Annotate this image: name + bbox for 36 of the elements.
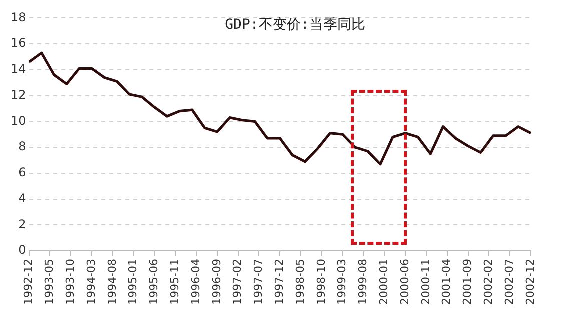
y-tick-label: 10: [10, 114, 26, 128]
x-tick-label: 2002-12: [524, 259, 537, 306]
y-tick-label: 16: [10, 36, 26, 50]
chart-title: GDP:不变价:当季同比: [225, 16, 366, 33]
x-tick-label: 1994-08: [106, 259, 119, 306]
x-tick-label: 2002-02: [482, 259, 496, 306]
x-tick-label: 1995-06: [148, 259, 161, 306]
y-tick-label: 4: [18, 191, 26, 206]
x-tick-label: 1996-04: [189, 259, 202, 306]
x-tick-label: 2001-09: [461, 259, 474, 306]
x-tick-label: 1993-05: [43, 259, 56, 306]
x-tick-label: 1993-10: [64, 259, 77, 306]
y-tick-label: 8: [18, 140, 26, 154]
y-tick-label: 2: [18, 217, 26, 232]
y-tick-label: 0: [18, 243, 26, 258]
x-tick-label: 2001-04: [440, 259, 454, 306]
y-tick-label: 14: [10, 62, 26, 76]
x-tick-label: 1996-09: [210, 259, 224, 306]
x-tick-label: 1992-12: [22, 259, 36, 306]
x-tick-label: 1995-11: [168, 259, 182, 306]
x-tick-label: 1997-07: [252, 259, 266, 306]
x-tick-label: 1998-10: [314, 259, 328, 306]
x-tick-label: 1999-08: [356, 259, 370, 306]
x-tick-label: 1997-02: [231, 259, 244, 306]
y-tick-label: 6: [18, 166, 26, 180]
x-tick-label: 2002-07: [502, 259, 516, 306]
x-tick-label: 2000-11: [419, 259, 432, 306]
x-tick-label: 1994-03: [84, 259, 98, 306]
x-tick-label: 1998-05: [294, 259, 307, 306]
x-tick-label: 1999-03: [336, 259, 349, 306]
x-tick-label: 1997-12: [272, 259, 286, 306]
y-tick-label: 12: [10, 88, 26, 102]
x-tick-label: 2000-06: [398, 259, 412, 306]
y-tick-label: 18: [10, 10, 26, 24]
x-tick-label: 1995-01: [126, 259, 140, 306]
x-tick-label: 2000-01: [378, 259, 391, 306]
